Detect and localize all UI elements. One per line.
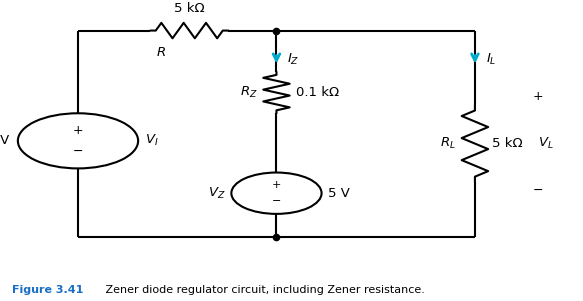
Text: $V_L$: $V_L$	[538, 136, 554, 151]
Text: +: +	[272, 181, 281, 191]
Text: Figure 3.41: Figure 3.41	[12, 285, 83, 295]
Text: 5 V: 5 V	[328, 187, 349, 200]
Text: 5 kΩ: 5 kΩ	[492, 137, 522, 150]
Text: $R_L$: $R_L$	[440, 136, 456, 151]
Text: +: +	[533, 90, 543, 103]
Text: +: +	[73, 124, 83, 137]
Text: $R$: $R$	[156, 46, 166, 59]
Text: −: −	[533, 184, 543, 197]
Text: −: −	[272, 196, 281, 206]
Text: $V_Z$: $V_Z$	[208, 186, 226, 201]
Text: $V_I$: $V_I$	[145, 133, 159, 148]
Text: $I_L$: $I_L$	[486, 52, 496, 67]
Text: $R_Z$: $R_Z$	[240, 85, 257, 100]
Text: $I_Z$: $I_Z$	[287, 52, 300, 67]
Text: 5 kΩ: 5 kΩ	[174, 2, 205, 15]
Text: 20 V: 20 V	[0, 134, 9, 147]
Text: 0.1 kΩ: 0.1 kΩ	[296, 86, 339, 99]
Text: Zener diode regulator circuit, including Zener resistance.: Zener diode regulator circuit, including…	[102, 285, 425, 295]
Text: −: −	[73, 145, 83, 158]
